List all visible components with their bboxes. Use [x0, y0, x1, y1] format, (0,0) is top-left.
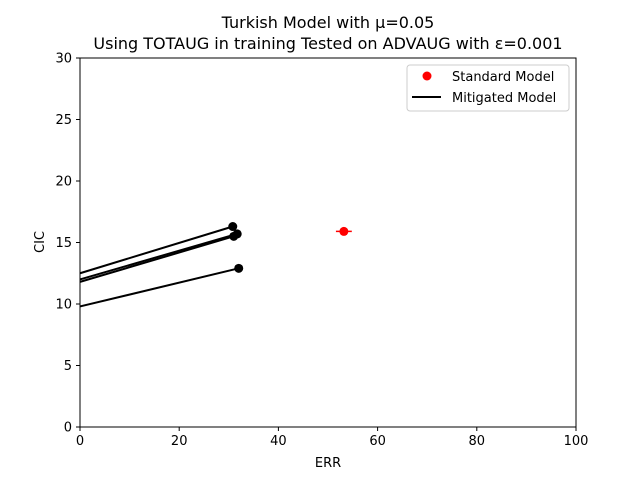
standard-model-point [339, 226, 349, 236]
mitigated-model-point [229, 231, 239, 241]
y-tick-label: 25 [55, 113, 72, 128]
chart-subtitle: Using TOTAUG in training Tested on ADVAU… [93, 34, 562, 53]
y-tick-label: 0 [64, 421, 72, 436]
x-tick-label: 20 [171, 434, 188, 449]
legend: Standard Model Mitigated Model [406, 64, 570, 112]
legend-label-mitigated: Mitigated Model [452, 91, 556, 106]
y-tick-label: 20 [55, 175, 72, 190]
y-tick-label: 10 [55, 298, 72, 313]
y-axis: 0 5 10 15 20 25 30 [55, 52, 80, 436]
mitigated-model-line [79, 232, 238, 281]
mitigated-model-line [79, 225, 234, 275]
x-axis-label: ERR [315, 456, 341, 471]
x-tick-label: 80 [469, 434, 486, 449]
legend-label-standard: Standard Model [452, 70, 554, 85]
mitigated-model-point [234, 263, 244, 273]
chart-title: Turkish Model with μ=0.05 [221, 13, 435, 32]
legend-marker-standard [422, 71, 432, 81]
x-tick-label: 0 [76, 434, 84, 449]
y-tick-label: 30 [55, 52, 72, 67]
mitigated-model-line [79, 235, 235, 283]
x-axis: 0 20 40 60 80 100 [76, 427, 589, 449]
legend-box [406, 64, 570, 112]
y-axis-label: CIC [33, 231, 48, 253]
y-tick-label: 5 [64, 359, 72, 374]
plot-frame [79, 57, 577, 428]
x-tick-label: 40 [270, 434, 287, 449]
x-tick-label: 100 [564, 434, 589, 449]
x-tick-label: 60 [369, 434, 386, 449]
mitigated-model-line [79, 267, 239, 308]
mitigated-model-point [228, 222, 238, 232]
y-tick-label: 15 [55, 236, 72, 251]
plot-area [79, 222, 352, 308]
